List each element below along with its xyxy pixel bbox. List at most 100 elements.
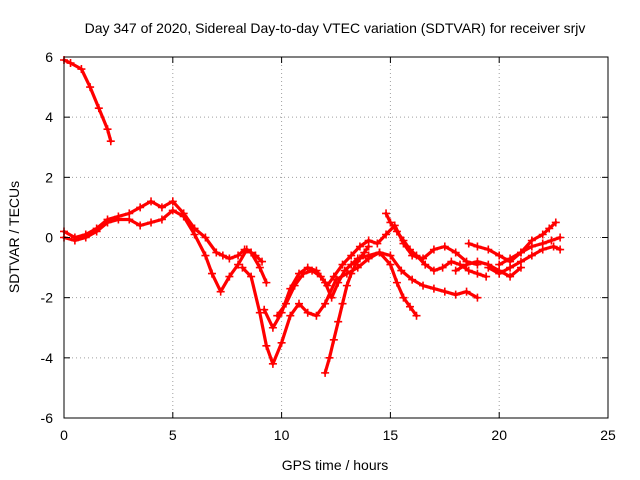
data-point-track-4 <box>295 299 304 308</box>
data-point-track-6 <box>451 248 460 257</box>
data-point-track-12 <box>506 272 515 281</box>
data-point-track-4 <box>386 260 395 269</box>
series-track-3 <box>62 208 264 294</box>
data-point-track-6 <box>347 251 356 260</box>
series-track-4 <box>240 250 419 366</box>
data-point-track-2 <box>234 251 243 260</box>
data-point-track-11 <box>506 254 515 263</box>
data-point-track-7 <box>329 335 338 344</box>
data-point-track-1 <box>66 59 75 68</box>
data-point-track-5 <box>397 266 406 275</box>
y-tick-label: -6 <box>41 410 54 426</box>
y-tick-label: 4 <box>45 109 53 125</box>
data-point-track-4 <box>405 302 414 311</box>
data-point-track-11 <box>545 224 554 233</box>
data-point-track-5 <box>408 275 417 284</box>
data-point-track-7 <box>364 242 373 251</box>
data-point-track-6 <box>273 311 282 320</box>
data-point-track-3 <box>216 287 225 296</box>
data-point-track-12 <box>484 260 493 269</box>
series-track-6 <box>275 223 479 318</box>
data-point-track-8 <box>438 263 447 272</box>
data-point-track-2 <box>147 197 156 206</box>
data-point-track-4 <box>262 341 271 350</box>
data-point-track-9 <box>556 233 565 242</box>
data-point-track-10 <box>549 242 558 251</box>
data-point-track-6 <box>440 242 449 251</box>
data-point-track-3 <box>258 257 267 266</box>
data-point-track-3 <box>242 245 251 254</box>
x-tick-label: 0 <box>60 427 68 443</box>
y-tick-label: 2 <box>45 169 53 185</box>
data-point-track-7 <box>342 281 351 290</box>
data-point-track-11 <box>516 248 525 257</box>
data-point-track-2 <box>136 203 145 212</box>
data-point-track-6 <box>382 230 391 239</box>
data-point-track-7 <box>338 299 347 308</box>
data-point-track-10 <box>538 245 547 254</box>
data-point-track-10 <box>506 263 515 272</box>
data-point-track-1 <box>86 83 95 92</box>
data-point-track-4 <box>247 272 256 281</box>
data-point-track-8 <box>382 209 391 218</box>
data-point-track-3 <box>147 218 156 227</box>
data-point-track-4 <box>399 293 408 302</box>
data-point-track-6 <box>323 281 332 290</box>
data-point-track-2 <box>168 197 177 206</box>
data-point-track-4 <box>321 299 330 308</box>
data-point-track-4 <box>412 311 421 320</box>
y-tick-label: 0 <box>45 230 53 246</box>
data-point-track-8 <box>386 218 395 227</box>
data-point-track-6 <box>299 269 308 278</box>
data-point-track-3 <box>234 260 243 269</box>
data-point-track-3 <box>225 272 234 281</box>
data-point-track-10 <box>556 245 565 254</box>
data-point-track-2 <box>255 263 264 272</box>
data-point-track-10 <box>527 251 536 260</box>
x-tick-label: 10 <box>274 427 290 443</box>
x-tick-label: 5 <box>169 427 177 443</box>
data-point-track-5 <box>451 290 460 299</box>
data-point-track-5 <box>340 266 349 275</box>
data-point-track-3 <box>179 212 188 221</box>
data-point-track-6 <box>308 266 317 275</box>
data-point-track-8 <box>399 236 408 245</box>
data-point-track-6 <box>355 242 364 251</box>
data-point-track-6 <box>329 272 338 281</box>
ticks <box>63 56 609 419</box>
data-point-track-9 <box>484 245 493 254</box>
series-track-8 <box>384 211 488 279</box>
data-point-track-9 <box>464 239 473 248</box>
data-point-track-5 <box>260 305 269 314</box>
data-point-track-4 <box>277 338 286 347</box>
series-track-2 <box>62 199 268 285</box>
data-point-track-3 <box>201 251 210 260</box>
data-point-track-3 <box>125 215 134 224</box>
data-point-track-7 <box>334 317 343 326</box>
data-point-track-12 <box>495 266 504 275</box>
data-point-track-6 <box>290 281 299 290</box>
data-point-track-8 <box>421 260 430 269</box>
data-point-track-9 <box>547 236 556 245</box>
y-tick-label: 6 <box>45 49 53 65</box>
data-point-track-5 <box>419 281 428 290</box>
data-point-track-9 <box>495 251 504 260</box>
data-point-track-3 <box>70 236 79 245</box>
data-point-track-7 <box>360 248 369 257</box>
data-point-track-5 <box>440 287 449 296</box>
data-point-track-8 <box>405 245 414 254</box>
data-point-track-1 <box>106 137 115 146</box>
data-point-track-6 <box>373 239 382 248</box>
grid <box>64 57 608 418</box>
data-point-track-11 <box>527 236 536 245</box>
y-axis-label: SDTVAR / TECUs <box>6 181 22 293</box>
series-group <box>60 56 565 377</box>
data-point-track-5 <box>303 263 312 272</box>
data-point-track-8 <box>429 266 438 275</box>
data-point-track-2 <box>225 254 234 263</box>
data-point-track-2 <box>157 203 166 212</box>
data-point-track-2 <box>262 278 271 287</box>
data-point-track-4 <box>255 308 264 317</box>
data-point-track-12 <box>516 263 525 272</box>
data-point-track-4 <box>392 278 401 287</box>
